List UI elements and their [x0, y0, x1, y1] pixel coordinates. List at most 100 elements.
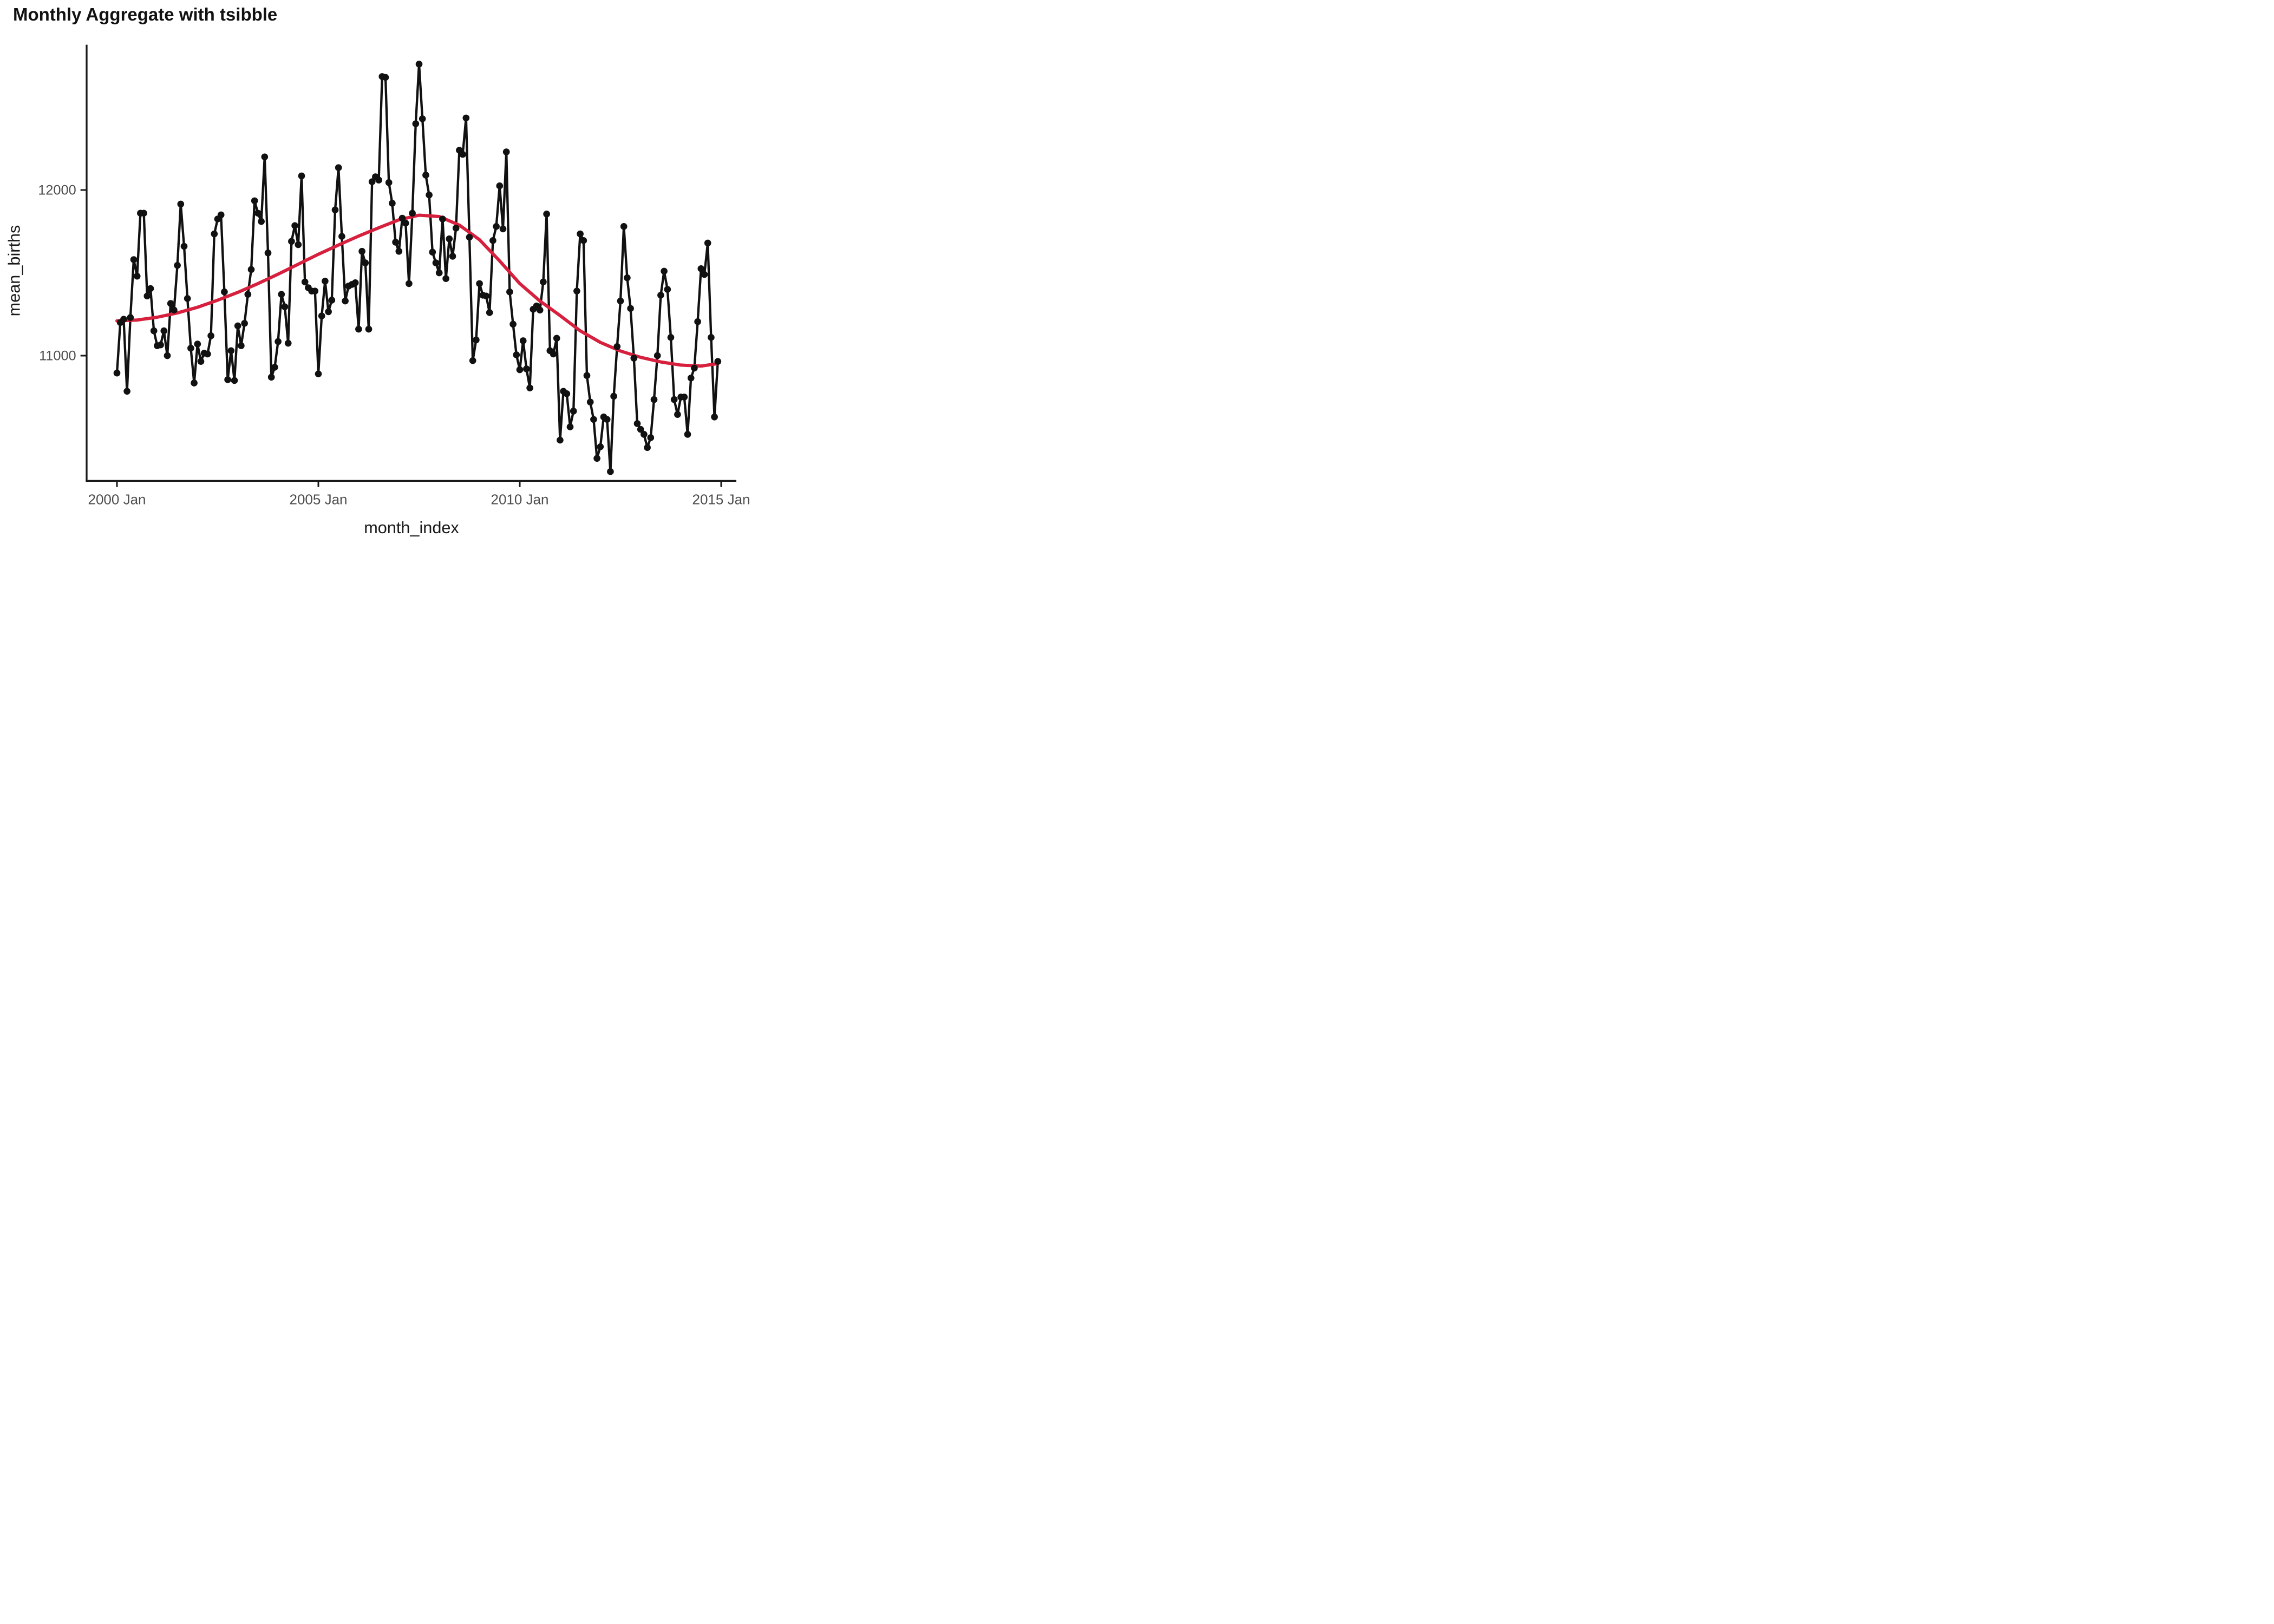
data-point — [398, 214, 406, 222]
data-point — [358, 247, 365, 255]
data-point — [583, 372, 591, 379]
data-point — [674, 411, 681, 418]
data-point — [691, 364, 698, 372]
data-point — [637, 425, 644, 433]
data-point — [171, 306, 178, 314]
data-point — [180, 243, 188, 250]
data-point — [462, 114, 470, 122]
data-point — [536, 306, 544, 314]
data-point — [244, 291, 252, 298]
data-point — [647, 434, 655, 441]
data-point — [160, 327, 168, 335]
x-tick-label: 2005 Jan — [290, 492, 348, 508]
data-point — [234, 322, 241, 330]
data-point — [258, 218, 265, 225]
data-point — [254, 209, 262, 217]
data-point — [227, 347, 235, 355]
data-point — [238, 342, 245, 349]
data-point — [613, 343, 621, 350]
chart-figure: Monthly Aggregate with tsibble 11000 1200… — [0, 0, 758, 541]
data-point — [657, 291, 664, 299]
data-point — [439, 215, 446, 222]
data-point — [466, 233, 473, 241]
data-point — [251, 197, 258, 205]
data-point — [147, 285, 154, 292]
data-point — [335, 164, 342, 172]
data-point — [426, 191, 433, 199]
data-point — [617, 297, 624, 305]
data-point — [322, 277, 329, 285]
data-point — [301, 278, 309, 286]
data-point — [593, 455, 600, 462]
data-point — [174, 261, 181, 269]
data-point — [127, 314, 134, 321]
data-point — [389, 200, 396, 207]
data-point — [284, 339, 292, 347]
data-point — [315, 370, 322, 377]
data-point — [412, 120, 420, 127]
data-point — [241, 320, 248, 327]
data-point — [382, 74, 389, 81]
x-tick-label: 2010 Jan — [491, 492, 549, 508]
data-point — [449, 253, 456, 260]
x-tick-label: 2015 Jan — [692, 492, 750, 508]
data-point — [221, 288, 228, 296]
data-point — [422, 172, 429, 179]
data-point — [566, 423, 574, 430]
data-point — [375, 176, 382, 184]
data-point — [362, 259, 369, 266]
data-point — [557, 436, 564, 444]
data-point — [570, 408, 577, 415]
data-point — [187, 344, 194, 352]
data-point — [620, 223, 628, 230]
smooth-line — [115, 213, 720, 368]
data-point — [406, 280, 413, 287]
data-point — [224, 376, 231, 383]
data-point — [275, 338, 282, 345]
data-point — [120, 316, 127, 323]
data-point — [130, 256, 138, 263]
data-point — [603, 416, 611, 423]
data-point — [385, 179, 393, 186]
data-point — [513, 351, 520, 358]
data-point — [295, 241, 302, 248]
y-axis-title: mean_births — [5, 225, 24, 317]
data-point — [419, 115, 426, 122]
data-point — [482, 292, 490, 300]
data-point — [684, 431, 691, 438]
data-point — [328, 297, 336, 304]
data-point — [355, 325, 362, 333]
data-point — [325, 308, 332, 316]
chart-title: Monthly Aggregate with tsibble — [13, 4, 278, 24]
y-tick-label: 12000 — [38, 183, 76, 198]
data-point — [644, 444, 651, 451]
data-point — [150, 327, 158, 335]
x-tick-label: 2000 Jan — [88, 492, 146, 508]
data-point — [446, 235, 453, 243]
data-point — [217, 211, 225, 219]
data-point — [177, 200, 185, 208]
data-point — [624, 274, 631, 281]
data-point — [207, 332, 214, 339]
data-point — [519, 337, 527, 344]
data-point — [311, 287, 319, 294]
data-point — [661, 267, 668, 275]
data-point — [523, 365, 530, 372]
data-point — [409, 209, 416, 217]
data-point — [630, 355, 638, 362]
data-point — [392, 239, 399, 246]
data-point — [204, 350, 211, 358]
data-point — [298, 172, 305, 180]
data-point — [502, 148, 510, 155]
data-point — [486, 309, 493, 316]
data-point — [499, 225, 507, 233]
data-point — [694, 318, 701, 325]
data-point — [231, 377, 238, 384]
data-point — [143, 292, 151, 300]
data-point — [704, 239, 711, 247]
data-point — [133, 272, 141, 280]
data-point — [338, 233, 345, 240]
data-point — [351, 279, 359, 286]
y-tick-label: 11000 — [39, 349, 76, 364]
data-point — [459, 150, 466, 158]
